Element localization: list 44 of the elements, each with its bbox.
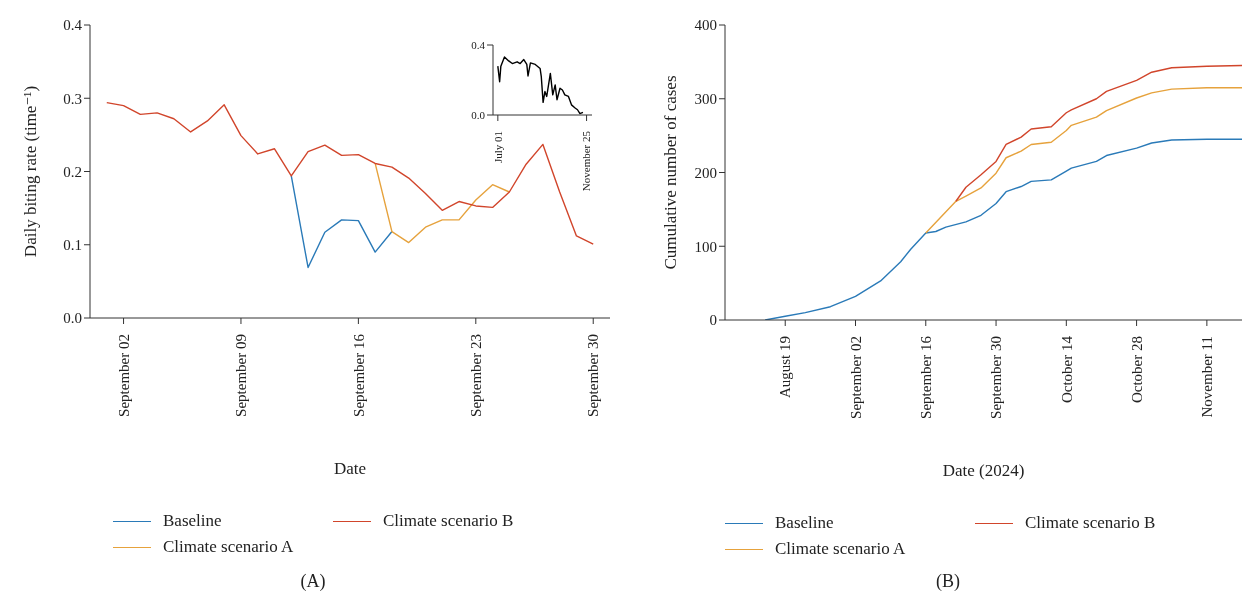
y-tick-label: 300 <box>694 91 717 108</box>
x-axis-title: Date (2024) <box>942 461 1025 480</box>
y-axis-title: Cumulative number of cases <box>660 75 680 270</box>
line-series <box>290 175 393 269</box>
x-axis-title: Date <box>333 459 367 478</box>
y-tick-label: 0.0 <box>63 310 82 327</box>
y-tick-label: 0.4 <box>63 17 83 34</box>
legend-label: Climate scenario A <box>775 539 906 559</box>
x-tick-label: July 01 <box>491 131 504 164</box>
x-tick-label: September 30 <box>585 334 602 417</box>
y-tick-label: 0.2 <box>63 163 82 180</box>
y-tick-label: 400 <box>694 17 717 34</box>
y-tick-label: 0 <box>709 312 717 329</box>
legend-label: Baseline <box>163 511 222 531</box>
y-tick-label: 200 <box>694 164 717 181</box>
text: (B) <box>935 571 961 592</box>
x-tick-label: September 30 <box>988 336 1005 419</box>
y-tick-label: 100 <box>694 238 717 255</box>
line-series <box>106 101 594 245</box>
x-tick-label: September 23 <box>468 334 485 417</box>
legend-label: Baseline <box>775 513 834 533</box>
x-tick-label: August 19 <box>777 336 794 399</box>
text: (A) <box>299 571 327 592</box>
x-tick-label: September 16 <box>918 335 935 419</box>
y-tick-label: 0.3 <box>63 90 82 107</box>
legend-label: Climate scenario A <box>163 537 294 557</box>
x-tick-label: September 16 <box>350 333 367 417</box>
line-series <box>925 86 1242 234</box>
x-tick-label: November 25 <box>580 130 593 192</box>
legend-label: Climate scenario B <box>1025 513 1156 533</box>
x-tick-label: September 02 <box>847 336 864 419</box>
y-tick-label: 0.0 <box>471 108 486 121</box>
line-series <box>955 64 1242 202</box>
y-tick-label: 0.4 <box>471 38 486 51</box>
x-tick-label: October 28 <box>1128 336 1145 404</box>
x-tick-label: October 14 <box>1058 335 1075 404</box>
line-series <box>374 162 511 244</box>
x-tick-label: November 11 <box>1199 336 1216 418</box>
y-axis-title: Daily biting rate (time⁻¹) <box>20 85 40 258</box>
y-tick-label: 0.1 <box>63 237 82 254</box>
legend-label: Climate scenario B <box>383 511 514 531</box>
x-tick-label: September 09 <box>233 334 250 417</box>
x-tick-label: September 02 <box>115 334 132 417</box>
line-series <box>497 56 584 115</box>
